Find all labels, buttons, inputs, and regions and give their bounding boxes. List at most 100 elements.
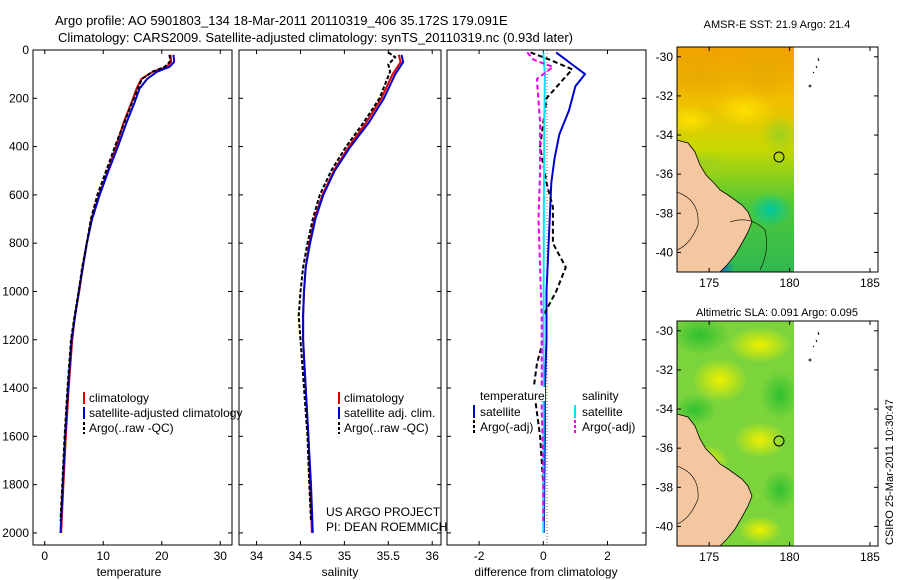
- series-line-argo: [59, 54, 172, 521]
- bathymetry-contour: [729, 219, 767, 271]
- legend-salsat-label: satellite: [582, 405, 623, 419]
- y-tick-label: 1600: [2, 429, 29, 443]
- legend-bg: [475, 387, 545, 401]
- map-x-tick-label: 185: [860, 550, 880, 564]
- sst-map-frame: [676, 46, 879, 273]
- y-tick-label: 2000: [2, 526, 29, 540]
- map-y-tick-label: -30: [656, 324, 674, 338]
- map-x-tick-label: 180: [780, 276, 800, 290]
- credit-project: US ARGO PROJECT: [326, 505, 441, 519]
- map-y-tick-label: -38: [656, 206, 674, 220]
- legend-temp-argo-label: Argo(-adj): [480, 420, 533, 434]
- sst-map-title: AMSR-E SST: 21.9 Argo: 21.4: [704, 19, 851, 31]
- x-tick-label: 30: [214, 549, 228, 563]
- x-tick-label: 10: [97, 549, 111, 563]
- temperature-xlabel: temperature: [97, 565, 162, 579]
- salinity-axes: 34 34.5 35 35.5 36: [239, 49, 441, 563]
- map-x-tick-label: 180: [780, 550, 800, 564]
- map-x-tick-label: 185: [860, 276, 880, 290]
- temperature-series: [59, 54, 176, 533]
- island: [808, 84, 812, 88]
- difference-legend-salinity: salinity satellite Argo(-adj): [574, 389, 635, 434]
- map-x-tick-label: 175: [699, 276, 719, 290]
- sst-map: [677, 47, 878, 272]
- y-tick-label: 1400: [2, 381, 29, 395]
- map-y-tick-label: -32: [656, 89, 674, 103]
- series-line-climatology: [302, 54, 402, 533]
- legend-sal-argo-label: Argo(..raw -QC): [344, 421, 429, 435]
- kermadec-islands: [812, 331, 820, 348]
- y-tick-label: 200: [9, 91, 29, 105]
- new-zealand-land: [677, 413, 753, 546]
- sla-map: [677, 321, 878, 546]
- map-y-tick-label: -36: [656, 441, 674, 455]
- legend-sal-satellite-label: satellite adj. clim.: [344, 406, 435, 420]
- temperature-legend: climatology satellite-adjusted climatolo…: [83, 391, 242, 435]
- credit-pi: PI: DEAN ROEMMICH: [326, 520, 447, 534]
- bathymetry-contour: [677, 465, 699, 525]
- legend-sal-climatology-label: climatology: [344, 391, 404, 405]
- x-tick-label: 35.5: [377, 549, 401, 563]
- x-tick-label: 2: [604, 549, 611, 563]
- temperature-axes: 0 10 20 30 0 200 400 600 800 1000 1200 1400 1600 1800…: [2, 43, 232, 563]
- map-y-tick-label: -36: [656, 167, 674, 181]
- salinity-panel-frame: [238, 49, 442, 546]
- series-line-temperature-argo: [530, 51, 574, 521]
- bathymetry-contour: [677, 191, 699, 251]
- salinity-xlabel: salinity: [322, 565, 359, 579]
- x-tick-label: 34.5: [289, 549, 313, 563]
- legend-satellite-label: satellite-adjusted climatology: [89, 406, 242, 420]
- y-tick-label: 0: [22, 43, 29, 57]
- timestamp-stamp: CSIRO 25-Mar-2011 10:30:47: [884, 399, 896, 545]
- sla-map-title: Altimetric SLA: 0.091 Argo: 0.095: [696, 307, 858, 319]
- x-tick-label: 36: [426, 549, 440, 563]
- y-tick-label: 1000: [2, 284, 29, 298]
- legend-salargo-label: Argo(-adj): [582, 420, 635, 434]
- x-tick-label: 34: [250, 549, 264, 563]
- map-y-tick-label: -30: [656, 50, 674, 64]
- x-tick-label: 35: [338, 549, 352, 563]
- legend-argo-label: Argo(..raw -QC): [89, 421, 174, 435]
- map-y-tick-label: -32: [656, 363, 674, 377]
- island: [808, 358, 812, 362]
- x-tick-label: 20: [155, 549, 169, 563]
- difference-series: [526, 51, 586, 533]
- legend-climatology-label: climatology: [89, 391, 149, 405]
- difference-panel-frame: [446, 49, 647, 546]
- difference-xlabel: difference from climatology: [474, 565, 617, 579]
- salinity-series: [297, 51, 405, 533]
- sst-map-axes: 175 180 185 -30 -32 -34 -36 -38 -40: [656, 47, 880, 290]
- map-x-tick-label: 175: [699, 550, 719, 564]
- sla-map-axes: 175 180 185 -30 -32 -34 -36 -38 -40: [656, 321, 880, 564]
- new-zealand-land: [677, 139, 753, 272]
- legend-temp-title: temperature: [480, 389, 545, 403]
- map-y-tick-label: -40: [656, 519, 674, 533]
- x-tick-label: -2: [474, 549, 485, 563]
- series-line-satellite: [302, 54, 405, 533]
- x-tick-label: 0: [540, 549, 547, 563]
- header-line2: Climatology: CARS2009. Satellite-adjuste…: [58, 30, 573, 45]
- series-line-argo: [297, 51, 397, 521]
- y-tick-label: 800: [9, 236, 29, 250]
- x-tick-label: 0: [41, 549, 48, 563]
- difference-legend-temperature: temperature satellite Argo(-adj): [473, 387, 545, 434]
- legend-sal-title: salinity: [582, 389, 619, 403]
- series-line-temperature-satellite: [542, 51, 586, 533]
- y-tick-label: 1800: [2, 478, 29, 492]
- map-y-tick-label: -40: [656, 245, 674, 259]
- map-y-tick-label: -34: [656, 402, 674, 416]
- map-y-tick-label: -38: [656, 480, 674, 494]
- kermadec-islands: [812, 57, 820, 74]
- legend-temp-satellite-label: satellite: [480, 405, 521, 419]
- y-tick-label: 1200: [2, 333, 29, 347]
- header-line1: Argo profile: AO 5901803_134 18-Mar-2011…: [55, 13, 508, 28]
- y-tick-label: 400: [9, 140, 29, 154]
- sla-map-frame: [676, 320, 879, 547]
- series-line-salinity-argo: [526, 51, 554, 521]
- salinity-legend: climatology satellite adj. clim. Argo(..…: [338, 391, 435, 435]
- argo-position-marker: [773, 151, 785, 163]
- temperature-panel-frame: [32, 49, 233, 546]
- argo-position-marker: [773, 435, 785, 447]
- y-tick-label: 600: [9, 188, 29, 202]
